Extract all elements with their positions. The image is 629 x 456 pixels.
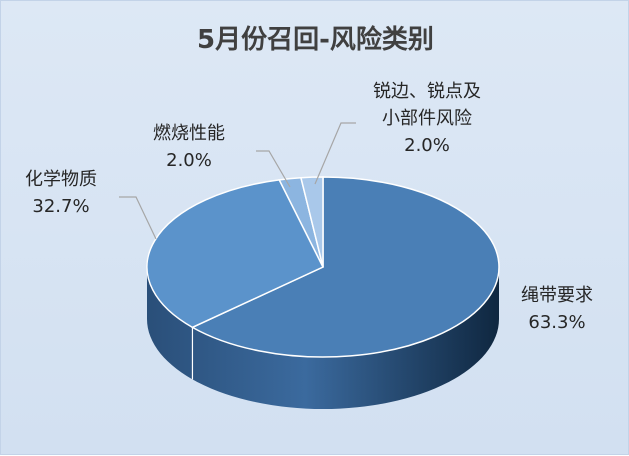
slice-value-3: 2.0%: [166, 150, 212, 171]
slice-label-2: 化学物质: [25, 169, 97, 190]
slice-label-1: 绳带要求: [521, 285, 593, 306]
leader-line-4: [314, 122, 356, 185]
slice-label-4: 小部件风险: [382, 108, 472, 129]
pie-side-wall: [147, 267, 499, 409]
slice-label-3: 燃烧性能: [153, 123, 225, 144]
slice-value-4: 2.0%: [404, 135, 450, 156]
slice-value-1: 63.3%: [528, 312, 585, 333]
leader-line-2: [119, 196, 157, 240]
slice-value-2: 32.7%: [32, 196, 89, 217]
slice-label-4: 锐边、锐点及: [373, 81, 481, 102]
pie-slice-1: [190, 176, 500, 358]
leader-line-3: [256, 150, 291, 188]
pie-slice-4: [299, 176, 324, 268]
pie-slice-2: [146, 179, 325, 329]
chart-title: 5月份召回-风险类别: [197, 25, 434, 55]
